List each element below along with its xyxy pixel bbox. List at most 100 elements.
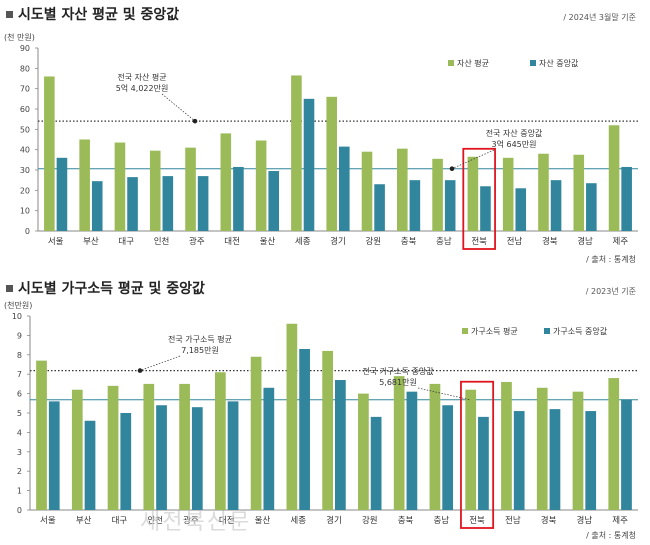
average-bar [362,152,373,231]
average-bar [358,394,369,510]
median-bar [127,177,138,231]
average-bar [573,392,584,510]
median-bar [299,349,310,510]
average-bar [291,75,302,231]
average-bar [397,149,408,231]
median-bar [371,417,382,510]
median-bar [515,188,526,231]
legend-label: 자산 평균 [457,58,489,68]
median-bar [445,180,456,231]
y-tick-label: 50 [20,125,30,134]
median-bar [514,411,525,510]
y-axis-unit: (천 만원) [4,32,35,42]
median-bar [480,186,491,231]
reference-annotation-value: 5억 4,022만원 [116,83,169,93]
average-bar [36,361,47,510]
x-tick-label: 경기 [330,236,346,247]
average-bar [251,357,262,510]
x-tick-label: 충북 [398,516,414,526]
average-bar [608,378,619,510]
legend-swatch [448,60,454,66]
y-tick-label: 10 [12,312,22,321]
average-bar [108,386,119,510]
median-bar [49,401,60,510]
average-bar [430,384,441,510]
average-bar [573,155,584,231]
average-bar [326,97,337,231]
median-bar [57,158,68,231]
x-tick-label: 경북 [542,236,558,247]
x-tick-label: 충북 [401,237,417,247]
x-tick-label: 제주 [612,516,628,526]
x-tick-label: 대구 [118,237,134,247]
median-bar [304,99,315,231]
legend-label: 자산 중앙값 [539,58,579,68]
income-chart-date: / 2023년 기준 [586,286,636,297]
median-bar [163,176,174,231]
median-bar [374,184,385,231]
x-tick-label: 부산 [83,236,99,247]
median-bar [92,181,103,231]
x-tick-label: 경남 [577,236,593,247]
x-tick-label: 전북 [471,236,487,247]
average-bar [432,159,443,231]
average-bar [79,140,90,232]
annotation-point [138,368,143,373]
median-bar [586,183,597,231]
y-tick-label: 1 [17,487,22,496]
y-tick-label: 2 [17,467,22,476]
annotation-point [450,166,455,171]
average-bar [468,157,479,231]
median-bar [410,180,421,231]
average-bar [501,382,512,510]
median-bar [550,409,561,510]
median-bar [198,176,209,231]
asset-chart: (천 만원) 0 10 20 30 40 50 60 70 80 90 서울 부산 대구 인천 광주 대전 울산 세… [0,24,650,254]
average-bar [256,141,267,231]
median-bar [551,180,562,231]
annotation-leader [162,94,195,121]
x-tick-label: 강원 [362,515,378,526]
median-bar [233,167,244,231]
median-bar [192,407,203,510]
annotation-leader [140,356,180,371]
legend-swatch [544,328,550,334]
x-tick-label: 울산 [255,515,271,526]
average-bar [394,376,405,510]
median-bar [442,405,453,510]
reference-annotation-label: 전국 자산 중앙값 [486,128,543,138]
income-chart-title: 시도별 가구소득 평균 및 중앙값 [18,278,205,298]
y-tick-label: 30 [20,166,30,175]
average-bar [143,384,154,510]
average-bar [287,324,298,510]
y-tick-label: 70 [20,85,30,94]
average-bar [221,133,232,231]
y-tick-label: 90 [20,44,30,53]
reference-annotation-value: 7,185만원 [181,346,219,355]
median-bar [268,171,279,231]
x-tick-label: 경북 [541,515,557,526]
x-tick-label: 인천 [154,236,170,247]
median-bar [85,421,96,510]
annotation-point [193,119,198,124]
income-chart: (천만원)012345678910서울 부산 대구 인천 광주 대전 울산 세종 경기 강원 충북 충… [0,298,650,530]
average-bar [465,390,476,510]
average-bar [72,390,83,510]
median-bar [621,167,632,231]
y-tick-label: 8 [17,351,22,360]
asset-chart-date: / 2024년 3월말 기준 [563,12,636,23]
y-tick-label: 20 [20,186,30,195]
x-tick-label: 서울 [40,516,56,526]
median-bar [156,405,167,510]
y-tick-label: 4 [17,428,22,437]
watermark-logo: 새전북신문 [140,504,251,536]
average-bar [538,154,549,231]
reference-annotation-value: 5,681만원 [379,378,417,387]
x-tick-label: 전북 [469,515,485,526]
legend-swatch [462,328,468,334]
title-bullet [6,11,13,18]
median-bar [228,401,239,510]
reference-annotation-label: 전국 가구소득 중앙값 [362,366,434,376]
y-tick-label: 5 [17,409,22,418]
reference-annotation-value: 3억 645만원 [492,139,537,149]
